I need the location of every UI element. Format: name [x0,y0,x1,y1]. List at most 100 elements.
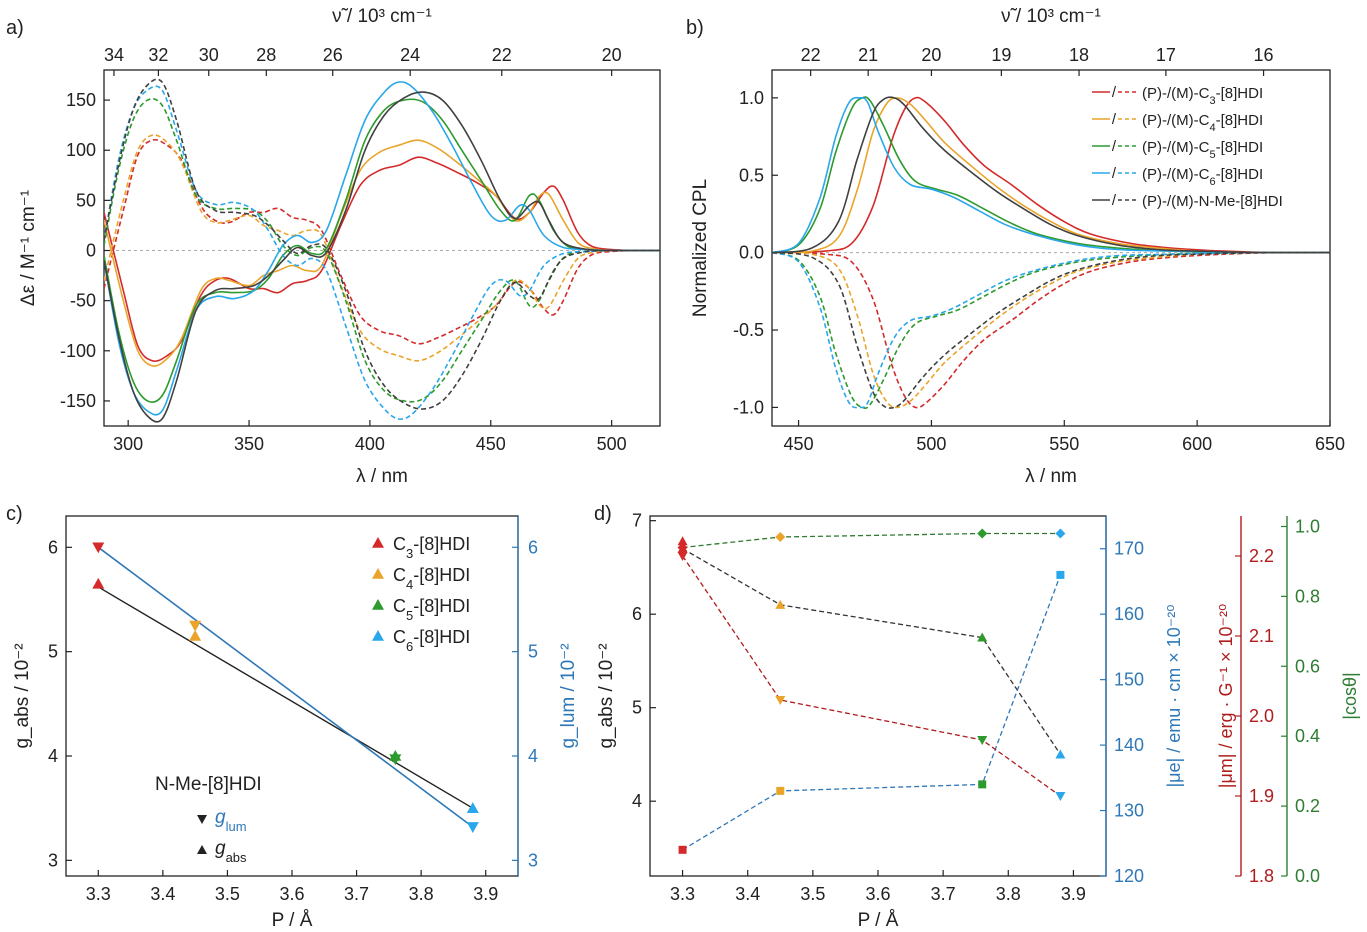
legend-pre: C [393,565,406,585]
y-right-tick-label: 6 [528,537,538,557]
x-tick-label: 3.6 [279,884,304,904]
cos-tick-label: 0.2 [1295,796,1320,816]
panel-b-tag: b) [686,17,704,39]
series-C5-M [104,98,660,403]
legend-post: -[8]HDI [413,627,470,647]
mu-m-line [682,555,1061,797]
point-mu-m [1055,792,1066,801]
x-tick-label: 3.8 [409,884,434,904]
y-tick-label: -0.5 [733,320,764,340]
panel-d-ylabel-blue: |μe| / emu · cm × 10⁻²⁰ [1164,605,1184,788]
top-tick-label: 20 [921,45,941,65]
y-tick-label: 50 [76,190,96,210]
legend-entry-sub: 3 [1209,95,1215,107]
x-tick-label: 3.8 [996,884,1021,904]
cos-tick-label: 1.0 [1295,516,1320,536]
x-tick-label: 3.3 [86,884,111,904]
y-tick-label: 4 [48,746,58,766]
panel-b-top-xlabel: ν̃ / 10³ cm⁻¹ [1001,6,1101,27]
x-tick-label: 3.9 [473,884,498,904]
legend-entry: (P)-/(M)-N-Me-[8]HDI [1142,193,1283,210]
x-tick-label: 650 [1315,434,1345,454]
mu-m-tick-label: 1.9 [1249,786,1274,806]
mu-e-tick-label: 120 [1114,866,1144,886]
top-tick-label: 32 [148,45,168,65]
x-tick-label: 3.5 [215,884,240,904]
cos-tick-label: 0.4 [1295,726,1320,746]
y-tick-label: 0.5 [739,165,764,185]
mu-e-tick-label: 170 [1114,539,1144,559]
y-tick-label: 100 [66,140,96,160]
legend-entry-pre: (P)-/(M)-C [1142,112,1210,129]
point-mu-m [677,552,688,561]
top-tick-label: 22 [801,45,821,65]
point-g-abs [1055,749,1066,759]
top-tick-label: 22 [492,45,512,65]
legend-entry-sub: 6 [1209,176,1215,188]
point-lum-C3 [92,542,105,554]
legend-entry: C4-[8]HDI [393,565,470,592]
legend-slash: / [1112,84,1117,101]
panel-d-ylabel-red: |μm| / erg · G⁻¹ × 10⁻²⁰ [1216,604,1236,788]
x-tick-label: 3.7 [931,884,956,904]
panel-b: b) 450 500 550 600 650 -1.0 -0.5 0.0 0.5 1.0 22 21 2… [686,6,1345,487]
y-tick-label: 6 [632,604,642,624]
panel-a-xlabel: λ / nm [356,466,408,487]
top-tick-label: 34 [104,45,124,65]
y-tick-label: 4 [632,791,642,811]
legend-entry-pre: (P)-/(M)-C [1142,166,1210,183]
point-cos [1055,528,1066,539]
point-lum-C6 [466,822,479,833]
series-NMe-P [772,96,1330,254]
legend-entry-pre: (P)-/(M)-C [1142,85,1210,102]
panel-d: d) 3.3 3.4 3.5 3.6 3.7 3.8 3.9 4 5 6 7 120 130 140 150… [594,503,1360,931]
annotation-lum-sub: lum [226,819,247,834]
cos-tick-label: 0.0 [1295,866,1320,886]
legend-sub: 3 [406,546,413,561]
panel-a-plot: 300 350 400 450 500 -150 -100 -50 0 50 100 150 34 32 3… [60,45,660,454]
fit-abs-line [97,586,474,809]
legend-post: -[8]HDI [413,565,470,585]
y-tick-label: 1.0 [739,88,764,108]
cos-tick-label: 0.8 [1295,586,1320,606]
point-cos [775,531,786,542]
top-tick-label: 30 [199,45,219,65]
panel-a-top-xlabel: ν̃ / 10³ cm⁻¹ [332,6,432,27]
x-tick-label: 450 [476,434,506,454]
top-tick-label: 28 [256,45,276,65]
point-cos [977,528,988,539]
top-tick-label: 26 [323,45,343,65]
legend-entry-post: -[8]HDI [1216,85,1264,102]
point-mu-e [978,780,987,789]
legend-pre: C [393,534,406,554]
y-right-tick-label: 3 [528,850,538,870]
panel-c-ylabel-right: g_lum / 10⁻² [558,643,579,748]
mu-e-tick-label: 130 [1114,801,1144,821]
series-group [772,96,1330,410]
y-tick-label: 7 [632,511,642,531]
x-tick-label: 3.4 [150,884,175,904]
x-tick-label: 550 [1049,434,1079,454]
series-C4-M [104,134,660,362]
point-mu-e [776,786,785,795]
mu-e-line [682,574,1062,851]
annotation-title: N-Me-[8]HDI [155,774,262,795]
panel-a-ylabel: Δε / M⁻¹ cm⁻¹ [18,190,39,306]
x-tick-label: 600 [1182,434,1212,454]
series-C4-P [104,139,660,367]
y-tick-label: 3 [48,850,58,870]
x-tick-label: 400 [355,434,385,454]
y-tick-label: 5 [632,698,642,718]
top-tick-label: 19 [991,45,1011,65]
panel-a: a) 300 350 400 450 500 -150 -100 -50 0 50 100 150 34… [6,6,661,487]
panel-d-plot: 3.3 3.4 3.5 3.6 3.7 3.8 3.9 4 5 6 7 120 130 140 150 160… [596,511,1360,931]
annotation-lum-g: g [215,807,226,828]
panel-c-tag: c) [6,503,23,525]
legend-pre: C [393,627,406,647]
panel-c-plot: 3.3 3.4 3.5 3.6 3.7 3.8 3.93 34 45 56 6C3-[8]HDIC4… [12,516,579,931]
legend-entry: (P)-/(M)-C3-[8]HDI [1142,85,1263,107]
legend-entry-post: -[8]HDI [1216,112,1264,129]
series-NMe-P [104,91,660,423]
y-tick-label: -1.0 [733,397,764,417]
legend-entry: (P)-/(M)-C6-[8]HDI [1142,166,1263,188]
